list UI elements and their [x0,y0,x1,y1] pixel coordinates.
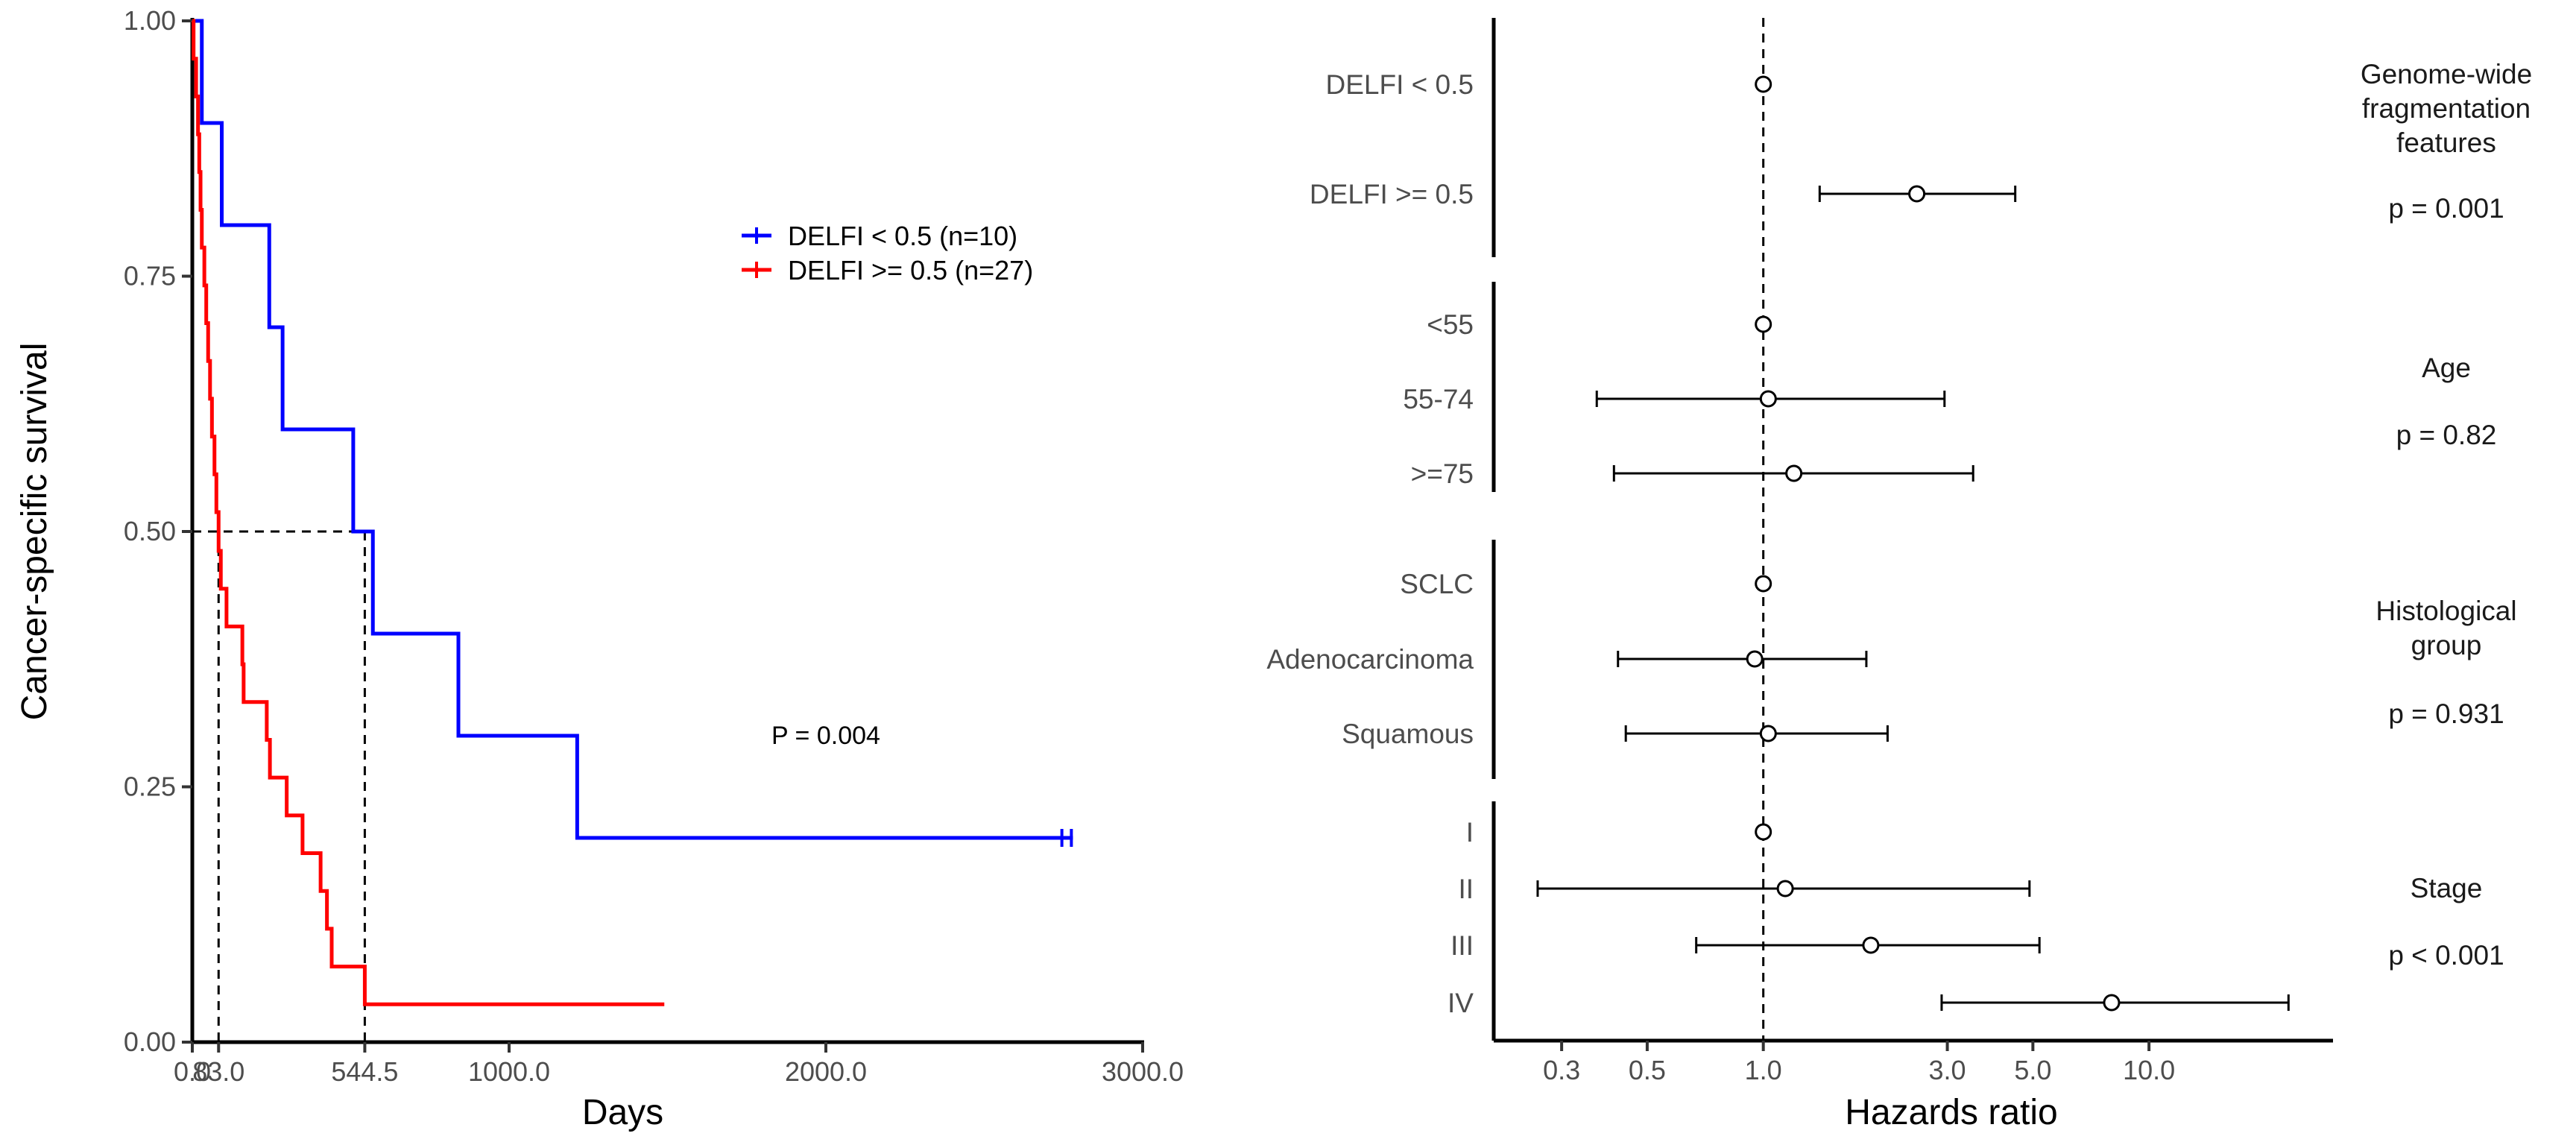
forest-x-tick-label: 0.5 [1629,1055,1666,1085]
forest-point [1862,936,1880,954]
km-y-tick-label: 0.25 [124,772,176,802]
forest-group-title: Stage [2411,873,2483,903]
km-y-tick-label: 0.75 [124,261,176,291]
forest-group-title: group [2411,630,2482,660]
forest-x-tick-label: 5.0 [2014,1055,2051,1085]
forest-group-p-value: p < 0.001 [2388,940,2504,971]
km-x-tick-label: 1000.0 [468,1056,550,1087]
forest-point [1755,75,1772,93]
forest-x-tick-label: 1.0 [1745,1055,1782,1085]
forest-row-label: IV [1448,988,1474,1018]
forest-panel: 0.3 0.5 1.0 3.0 5.0 10.0 Hazards ratio DELFI < … [1266,18,2532,1132]
forest-point [2103,994,2121,1012]
forest-row-label: I [1466,817,1474,848]
forest-group-title: Genome-wide [2361,59,2532,89]
legend-label: DELFI < 0.5 (n=10) [788,221,1017,251]
km-x-tick-label: 83.0 [192,1056,244,1087]
forest-point [1755,823,1772,841]
forest-row-label: DELFI >= 0.5 [1310,179,1474,209]
km-y-tick-label: 1.00 [124,5,176,36]
legend-label: DELFI >= 0.5 (n=27) [788,255,1033,286]
km-curve-low [192,19,1073,840]
forest-point [1759,390,1777,408]
km-x-axis-title: Days [582,1093,663,1132]
forest-x-tick-label: 3.0 [1929,1055,1966,1085]
km-panel: 0.00 0.25 0.50 0.75 1.00 0.083.0 544.5 1000.0 20… [15,5,1184,1132]
km-x-tick-label: 2000.0 [785,1056,867,1087]
forest-group-title: Age [2422,353,2471,383]
forest-row-label: 55-74 [1403,384,1474,414]
forest-group-p-value: p = 0.931 [2388,698,2504,729]
forest-row-label: >=75 [1411,458,1474,489]
forest-row-label: Squamous [1342,719,1474,749]
forest-point [1759,725,1777,742]
forest-point [1746,650,1764,668]
forest-group-title: Histological [2375,596,2516,626]
km-curve-high [192,19,665,1006]
forest-x-axis-title: Hazards ratio [1845,1093,2057,1132]
forest-point [1908,185,1926,203]
forest-point [1755,575,1772,593]
forest-point [1776,880,1794,898]
km-x-tick-label: 0.0 [174,1056,211,1087]
km-y-tick-label: 0.00 [124,1026,176,1057]
forest-point [1755,315,1772,333]
forest-group-p-value: p = 0.82 [2396,420,2497,450]
forest-row-label: SCLC [1400,569,1474,599]
km-x-tick-label: 3000.0 [1102,1056,1184,1087]
forest-row-label: II [1458,874,1474,904]
km-x-tick-label: 544.5 [331,1056,398,1087]
forest-group-title: features [2396,127,2496,158]
forest-row-label: III [1450,930,1474,961]
forest-x-tick-label: 0.3 [1543,1055,1580,1085]
km-p-value: P = 0.004 [771,722,880,750]
forest-group-title: fragmentation [2362,93,2531,124]
km-y-tick-label: 0.50 [124,516,176,546]
forest-x-tick-label: 10.0 [2123,1055,2175,1085]
km-y-axis-title: Cancer-specific survival [15,343,54,721]
forest-point [1785,464,1803,482]
forest-row-label: Adenocarcinoma [1266,644,1474,675]
forest-row-label: <55 [1427,309,1474,340]
forest-row-label: DELFI < 0.5 [1326,69,1474,100]
forest-group-p-value: p = 0.001 [2388,193,2504,224]
